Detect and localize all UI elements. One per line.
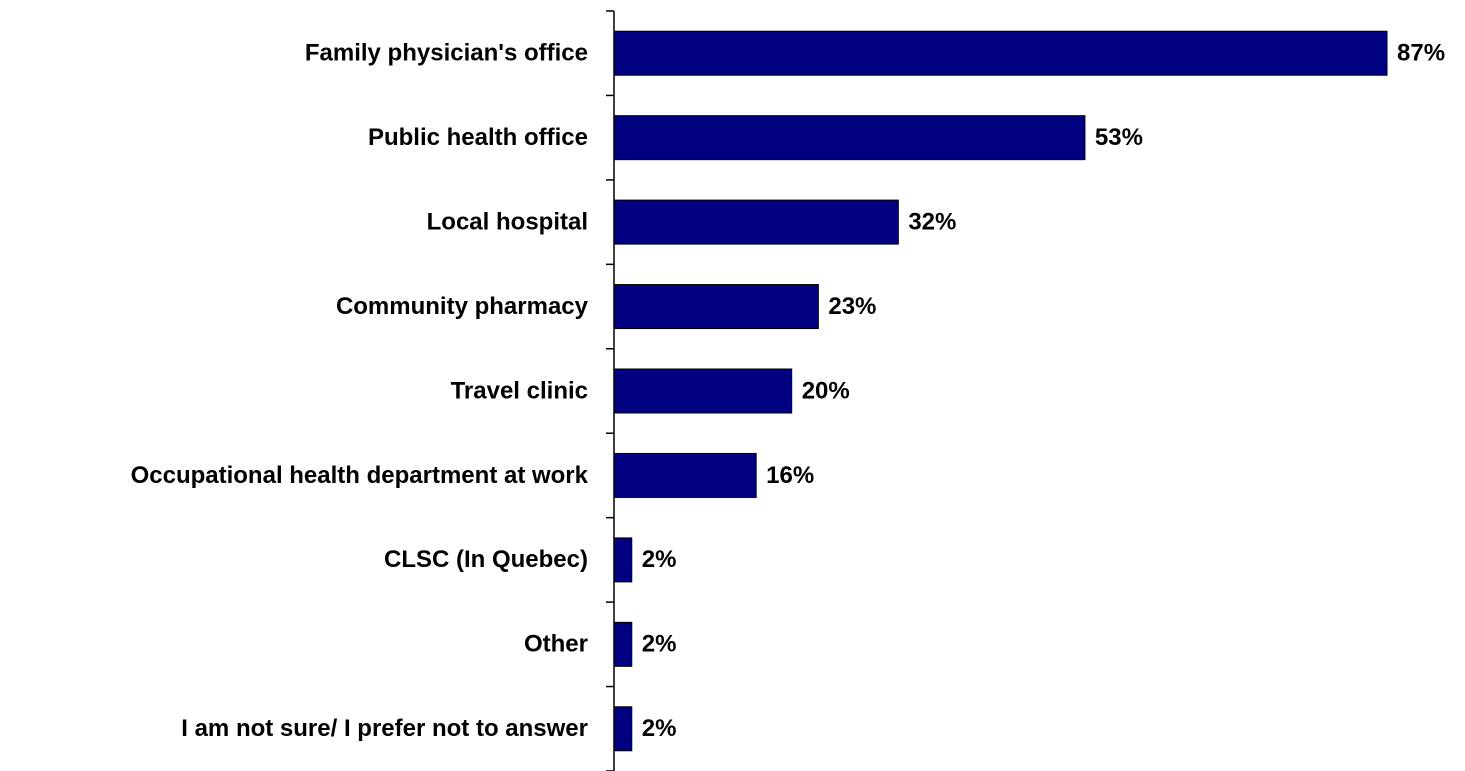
value-label: 16% (766, 462, 814, 489)
value-label: 23% (828, 293, 876, 320)
category-label: Family physician's office (305, 40, 588, 67)
value-label: 2% (642, 546, 677, 573)
bar (613, 284, 819, 330)
category-label: I am not sure/ I prefer not to answer (181, 715, 588, 742)
bar (613, 537, 633, 583)
bar (613, 199, 899, 245)
bar (613, 706, 633, 752)
bar (613, 452, 757, 498)
category-label: Public health office (368, 124, 588, 151)
bar (613, 368, 793, 414)
value-label: 20% (802, 377, 850, 404)
category-label: Other (524, 631, 588, 658)
category-label: Local hospital (427, 208, 588, 235)
value-label: 32% (908, 208, 956, 235)
category-label: Community pharmacy (336, 293, 589, 320)
bar (613, 115, 1086, 161)
value-label: 2% (642, 631, 677, 658)
value-label: 87% (1397, 40, 1445, 67)
bar (613, 30, 1388, 76)
value-label: 2% (642, 715, 677, 742)
category-label: Travel clinic (451, 377, 588, 404)
value-label: 53% (1095, 124, 1143, 151)
bar (613, 621, 633, 667)
category-label: CLSC (In Quebec) (384, 546, 588, 573)
category-label: Occupational health department at work (131, 462, 589, 489)
